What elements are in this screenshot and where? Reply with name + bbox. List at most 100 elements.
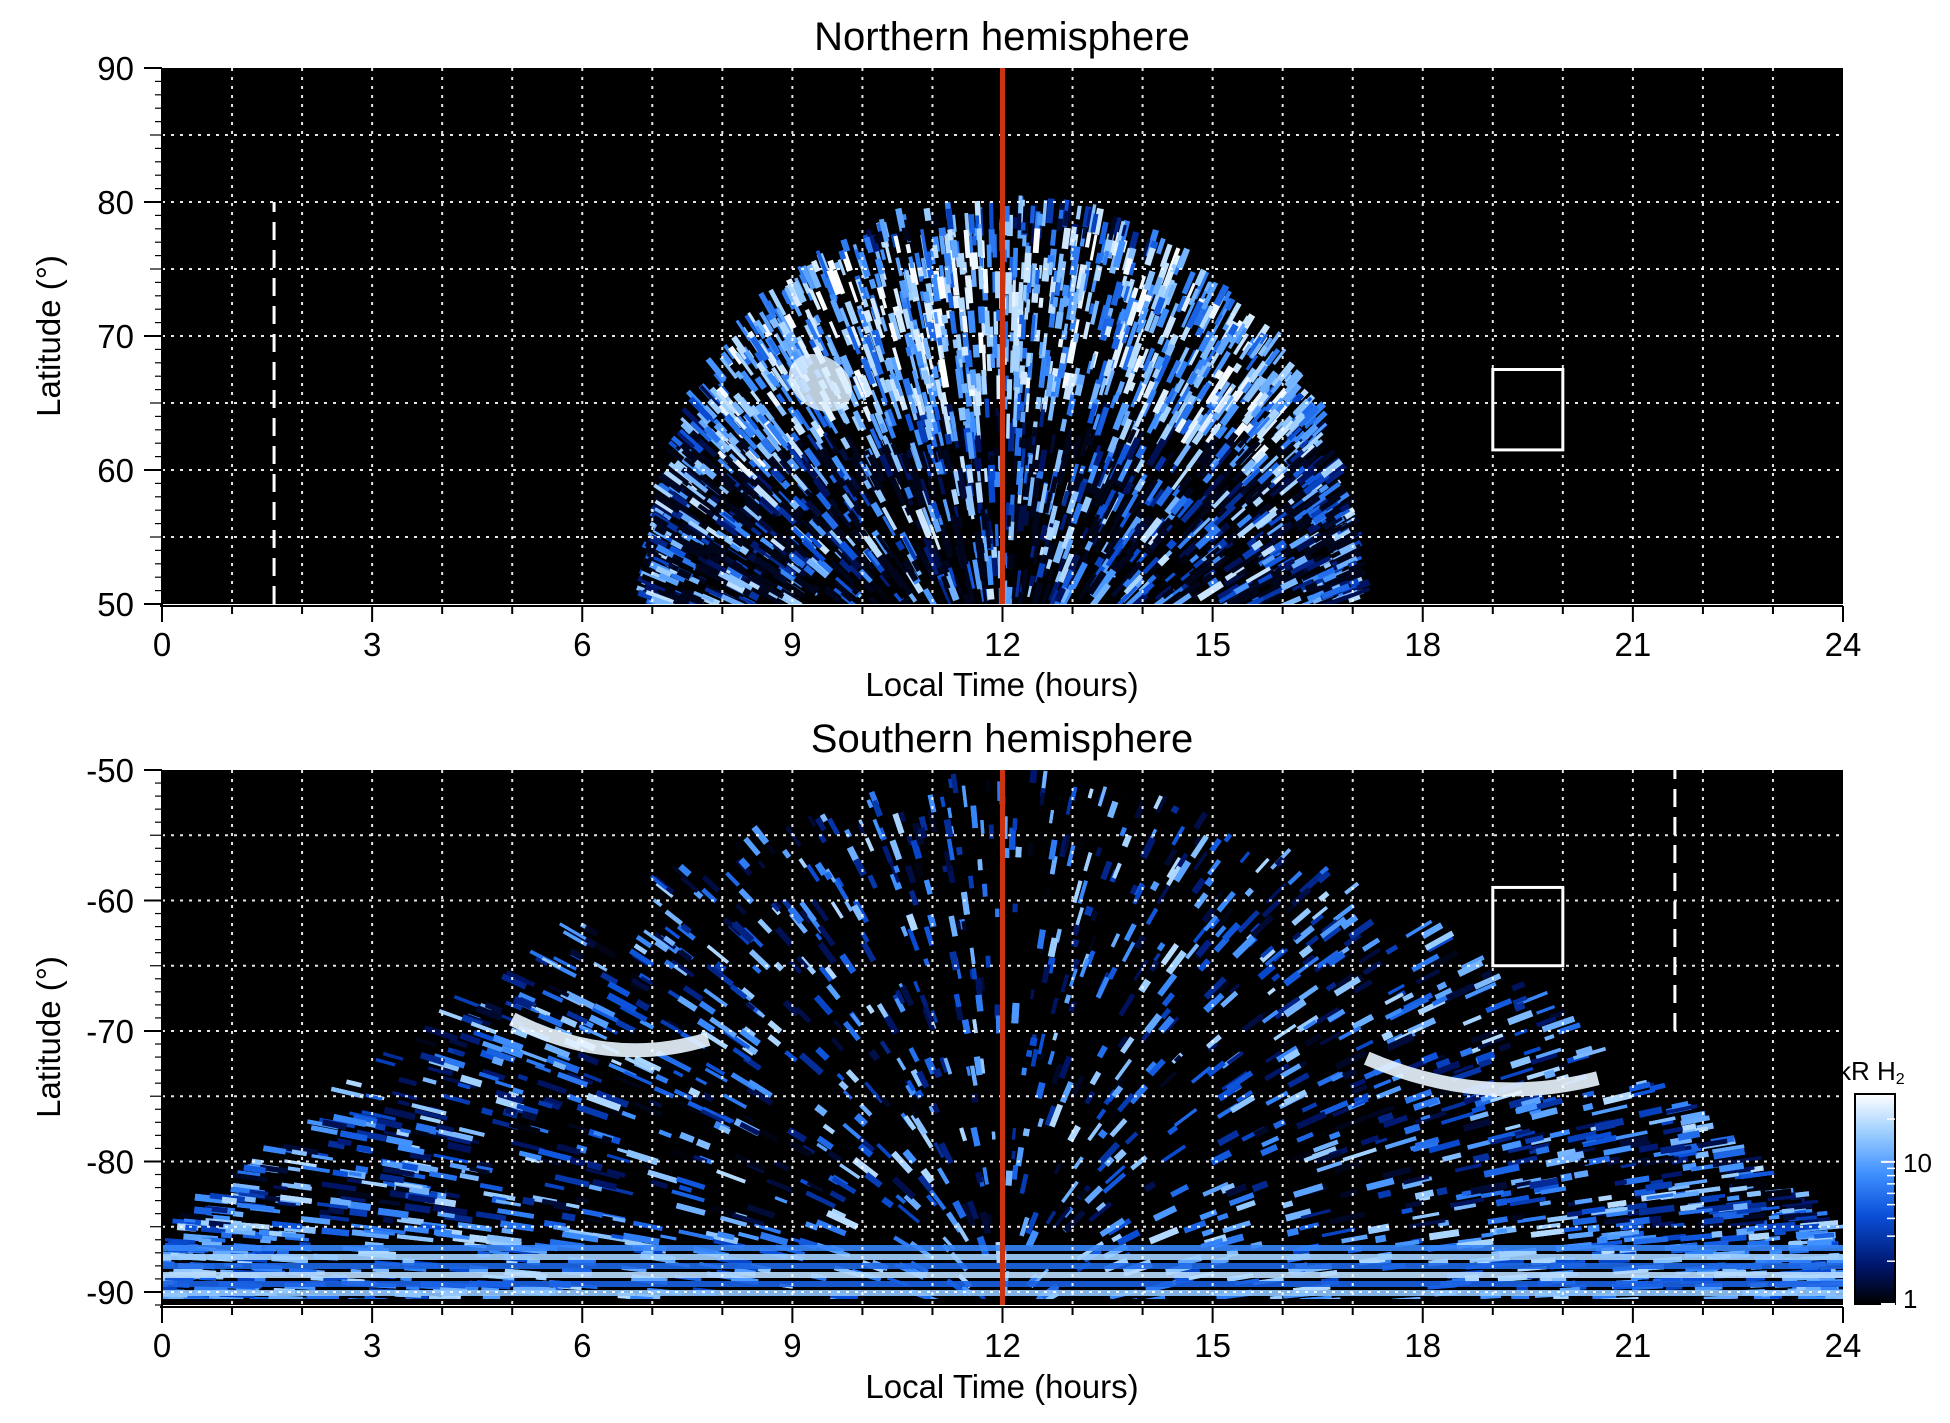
emission-streak xyxy=(707,553,721,565)
emission-streak xyxy=(1285,502,1308,521)
emission-streak xyxy=(1272,348,1287,366)
emission-streak xyxy=(792,303,803,317)
emission-streak xyxy=(1190,517,1212,538)
emission-streak xyxy=(781,506,803,527)
emission-streak xyxy=(980,240,986,259)
emission-streak xyxy=(1170,586,1184,598)
emission-streak xyxy=(1177,475,1193,493)
emission-streak xyxy=(1165,359,1182,384)
emission-streak xyxy=(1155,485,1174,507)
emission-streak xyxy=(1052,296,1059,308)
emission-streak xyxy=(809,426,824,445)
emission-streak xyxy=(1029,498,1038,518)
emission-streak xyxy=(986,588,995,600)
emission-streak xyxy=(960,891,970,915)
emission-streak xyxy=(1086,360,1093,374)
emission-streak xyxy=(703,425,722,444)
emission-streak xyxy=(705,526,722,539)
emission-streak xyxy=(1257,345,1269,357)
emission-streak xyxy=(908,256,915,269)
emission-streak xyxy=(731,514,742,524)
emission-streak xyxy=(884,408,897,428)
emission-streak xyxy=(1041,333,1048,357)
emission-streak xyxy=(668,545,687,559)
emission-streak xyxy=(1084,291,1093,312)
emission-streak xyxy=(800,518,823,542)
emission-streak xyxy=(1241,381,1253,394)
emission-streak xyxy=(1093,483,1107,508)
emission-streak xyxy=(869,413,884,440)
emission-streak xyxy=(815,342,824,352)
emission-streak xyxy=(1142,535,1154,549)
emission-streak xyxy=(765,454,782,471)
emission-streak xyxy=(1248,360,1268,384)
emission-streak xyxy=(735,370,744,380)
emission-streak xyxy=(944,432,953,445)
emission-streak xyxy=(1051,376,1062,398)
emission-streak xyxy=(949,514,962,541)
emission-streak xyxy=(1236,522,1256,539)
emission-streak xyxy=(976,557,986,577)
emission-streak xyxy=(987,464,996,480)
emission-streak xyxy=(958,407,967,421)
emission-streak xyxy=(716,390,737,414)
emission-streak xyxy=(1111,337,1121,350)
emission-streak xyxy=(936,276,947,299)
emission-streak xyxy=(1341,586,1371,601)
emission-streak xyxy=(973,227,981,241)
emission-streak xyxy=(798,497,812,512)
emission-streak xyxy=(669,556,694,571)
emission-streak xyxy=(1267,481,1282,495)
emission-streak xyxy=(1224,297,1236,312)
emission-streak xyxy=(1008,504,1015,522)
emission-streak xyxy=(735,441,746,452)
emission-streak xyxy=(893,288,904,315)
emission-streak xyxy=(1022,284,1027,301)
emission-streak xyxy=(1158,405,1172,423)
emission-streak xyxy=(947,292,954,309)
emission-streak xyxy=(1089,582,1111,604)
north-grid xyxy=(162,68,1843,604)
emission-streak xyxy=(1263,553,1286,570)
y-tick-label: 60 xyxy=(97,452,134,489)
emission-streak xyxy=(1039,524,1048,541)
emission-streak xyxy=(723,344,736,360)
emission-streak xyxy=(1011,345,1017,372)
emission-streak xyxy=(1095,252,1103,265)
emission-streak xyxy=(805,318,819,340)
emission-streak xyxy=(1122,285,1131,302)
emission-streak xyxy=(821,510,839,530)
emission-streak xyxy=(1038,357,1048,388)
emission-streak xyxy=(1095,406,1110,436)
emission-streak xyxy=(1096,360,1110,389)
emission-streak xyxy=(1072,332,1080,343)
emission-streak xyxy=(947,229,954,241)
emission-streak xyxy=(920,257,928,278)
emission-streak xyxy=(988,228,996,253)
emission-streak xyxy=(646,548,659,558)
emission-streak xyxy=(1186,349,1198,367)
emission-streak xyxy=(1116,1229,1141,1246)
emission-streak xyxy=(975,435,982,453)
emission-streak xyxy=(1284,373,1294,384)
emission-streak xyxy=(1275,502,1291,515)
emission-streak xyxy=(1049,476,1059,494)
emission-streak xyxy=(838,448,850,462)
emission-streak xyxy=(1219,402,1240,427)
emission-streak xyxy=(1157,401,1168,414)
emission-streak xyxy=(1318,484,1329,494)
emission-streak xyxy=(810,420,821,431)
emission-streak xyxy=(1261,592,1284,604)
emission-streak xyxy=(1193,558,1204,569)
emission-streak xyxy=(975,373,982,392)
emission-streak xyxy=(1027,477,1035,507)
emission-streak xyxy=(895,207,906,232)
emission-streak xyxy=(1260,545,1276,558)
emission-streak xyxy=(1046,360,1054,375)
emission-streak xyxy=(964,408,972,424)
emission-streak xyxy=(1215,393,1231,414)
emission-streak xyxy=(982,268,989,294)
emission-streak xyxy=(1348,594,1361,603)
emission-streak xyxy=(952,295,961,309)
emission-streak xyxy=(1318,494,1342,512)
